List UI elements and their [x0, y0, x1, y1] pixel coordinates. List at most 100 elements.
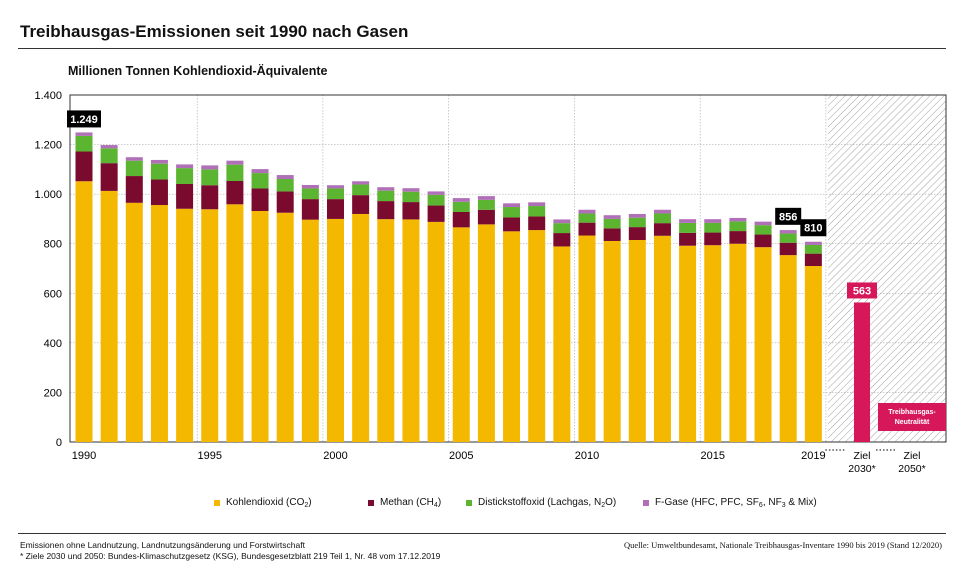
x-tick-label: 2019 [801, 450, 825, 462]
bar-n2o-2009 [553, 223, 571, 234]
bar-fgas-2009 [553, 219, 571, 224]
bar-co2-2018 [779, 255, 797, 442]
x-tick-label: 2015 [701, 450, 725, 462]
bar-ch4-2005 [452, 211, 470, 228]
legend-item-ch4: Methan (CH4) [368, 497, 441, 509]
bar-co2-2001 [352, 213, 370, 442]
bar-n2o-2000 [327, 188, 344, 200]
y-tick-label: 1.000 [34, 189, 62, 201]
bar-ch4-1990 [75, 151, 93, 182]
bar-n2o-2010 [578, 213, 596, 223]
bar-n2o-1990 [75, 135, 93, 152]
callout-box-1990 [67, 110, 101, 128]
legend-swatch-n2o [466, 500, 472, 506]
bar-n2o-1995 [201, 169, 219, 186]
bar-fgas-2017 [754, 221, 772, 226]
legend-item-n2o: Distickstoffoxid (Lachgas, N2O) [466, 497, 616, 509]
bar-n2o-2018 [779, 233, 797, 243]
title-rule [18, 48, 946, 49]
bar-co2-1993 [150, 205, 168, 442]
legend: Kohlendioxid (CO2) Methan (CH4) Disticks… [0, 497, 962, 517]
bar-co2-2017 [754, 247, 772, 442]
bar-n2o-1997 [251, 173, 269, 189]
bar-ch4-1995 [201, 185, 219, 210]
bar-ch4-2014 [679, 232, 697, 246]
callout-box-2018 [775, 207, 802, 225]
bar-ch4-2012 [628, 227, 646, 240]
bar-co2-2016 [729, 243, 747, 442]
bar-n2o-1992 [125, 160, 143, 177]
bar-co2-2013 [653, 235, 671, 442]
bar-n2o-2004 [427, 194, 445, 206]
target-box-2050-line1: Treibhausgas- [888, 409, 936, 416]
bar-co2-2009 [553, 246, 571, 442]
bar-ch4-1992 [125, 176, 143, 203]
callout-box-2019 [800, 219, 827, 237]
source-note: Quelle: Umweltbundesamt, Nationale Treib… [624, 540, 942, 550]
bar-fgas-2001 [352, 181, 370, 185]
legend-label-ch4: Methan (CH4) [380, 497, 442, 509]
legend-swatch-fgas [643, 500, 649, 506]
bar-ch4-2007 [503, 217, 521, 232]
bar-ch4-2011 [603, 228, 621, 241]
bar-fgas-2006 [477, 196, 495, 200]
bar-fgas-2015 [704, 219, 722, 223]
bar-ch4-1993 [150, 179, 168, 206]
bar-n2o-2013 [653, 213, 671, 224]
footnote-targets: * Ziele 2030 und 2050: Bundes-Klimaschut… [20, 551, 441, 561]
bar-fgas-1994 [176, 164, 194, 169]
bar-fgas-1995 [201, 165, 219, 170]
bar-n2o-2001 [352, 184, 370, 196]
bar-co2-2008 [528, 230, 546, 442]
bar-co2-2014 [679, 245, 697, 442]
callout-label-2030: 563 [853, 285, 871, 297]
callout-label-1990: 1.249 [70, 114, 98, 126]
legend-item-fgas: F-Gase (HFC, PFC, SF6, NF3 & Mix) [643, 497, 817, 509]
legend-label-co2: Kohlendioxid (CO2) [226, 497, 312, 509]
bar-fgas-1992 [125, 157, 143, 161]
bar-ch4-2013 [653, 223, 671, 236]
footnotes: Emissionen ohne Landnutzung, Landnutzung… [20, 540, 440, 562]
legend-item-co2: Kohlendioxid (CO2) [214, 497, 312, 509]
bar-co2-1990 [75, 181, 93, 443]
bar-fgas-1990 [75, 132, 93, 136]
bar-n2o-1998 [276, 179, 294, 192]
bar-n2o-2008 [528, 206, 546, 217]
bar-co2-1998 [276, 212, 294, 442]
bar-fgas-2013 [653, 209, 671, 214]
bar-fgas-2010 [578, 209, 596, 214]
y-tick-label: 0 [56, 437, 62, 449]
bar-ch4-2001 [352, 195, 370, 214]
bar-n2o-1994 [176, 168, 194, 184]
footnote-lulucf: Emissionen ohne Landnutzung, Landnutzung… [20, 540, 305, 550]
bar-co2-2000 [327, 218, 344, 442]
bar-ch4-2000 [327, 199, 344, 219]
x-tick-target-2050-line2: 2050* [898, 463, 925, 475]
bar-co2-2012 [628, 239, 646, 442]
bar-ch4-2017 [754, 234, 772, 248]
bar-co2-1994 [176, 208, 194, 442]
bar-ch4-2002 [377, 201, 395, 220]
bar-n2o-2014 [679, 222, 697, 233]
bar-ch4-2008 [528, 216, 546, 231]
bar-co2-2019 [804, 266, 822, 442]
bar-ch4-2006 [477, 209, 495, 225]
callout-label-2019: 810 [804, 223, 822, 235]
x-tick-label: 1990 [72, 450, 96, 462]
bar-fgas-2018 [779, 230, 797, 234]
bar-fgas-2014 [679, 219, 697, 223]
target-box-2050-line2: Neutralität [895, 419, 930, 426]
y-axis-title: Millionen Tonnen Kohlendioxid-Äquivalent… [68, 64, 328, 78]
bar-co2-1991 [100, 190, 118, 442]
bar-fgas-2008 [528, 202, 546, 207]
bar-co2-1996 [226, 204, 244, 442]
bar-ch4-2015 [704, 232, 722, 246]
bar-co2-2010 [578, 235, 596, 442]
footer-rule [18, 533, 946, 534]
bar-fgas-2004 [427, 191, 445, 195]
x-tick-label: 2010 [575, 450, 599, 462]
bar-co2-2011 [603, 240, 621, 442]
bar-ch4-1994 [176, 183, 194, 209]
bar-n2o-2017 [754, 225, 772, 235]
